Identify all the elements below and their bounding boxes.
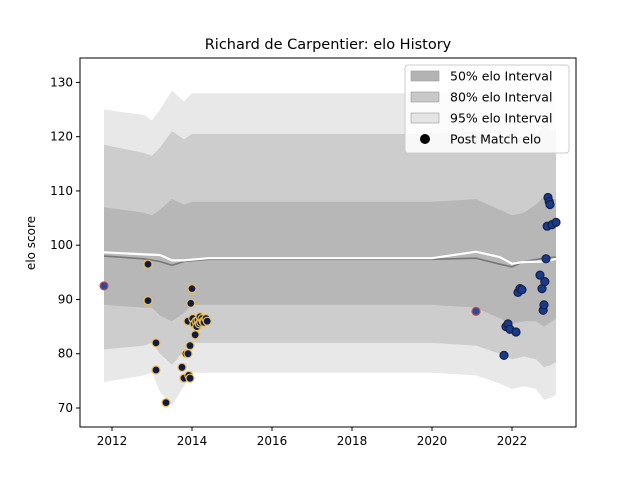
legend-label: Post Match elo	[450, 132, 541, 147]
y-tick-label: 110	[50, 184, 73, 198]
chart-title: Richard de Carpentier: elo History	[205, 37, 452, 53]
axes-frame	[79, 57, 577, 428]
post-match-elo-point	[190, 330, 200, 340]
x-tick-label: 2022	[497, 434, 528, 448]
post-match-elo-point	[183, 349, 193, 359]
y-tick-label: 120	[50, 130, 73, 144]
post-match-elo-point	[161, 398, 171, 408]
post-match-elo-point	[143, 259, 153, 269]
x-tick-label: 2016	[257, 434, 288, 448]
legend-swatch	[410, 91, 440, 103]
post-match-elo-point	[186, 298, 196, 308]
post-match-elo-point	[539, 300, 549, 310]
y-axis: 70 80 90 100 110 120 130	[50, 75, 80, 415]
legend-label: 50% elo Interval	[450, 69, 552, 84]
post-match-elo-point	[499, 350, 509, 360]
y-tick-label: 90	[58, 292, 73, 306]
x-tick-label: 2020	[417, 434, 448, 448]
y-axis-label: elo score	[24, 216, 38, 270]
x-tick-label: 2014	[177, 434, 208, 448]
legend: 50% elo Interval 80% elo Interval 95% elo …	[404, 64, 570, 154]
x-axis: 2012 2014 2016 2018 2020 2022	[97, 427, 528, 448]
post-match-elo-point	[99, 281, 109, 291]
post-match-elo-point	[541, 254, 551, 264]
x-tick-label: 2012	[97, 434, 128, 448]
post-match-elo-point	[143, 296, 153, 306]
post-match-elo-point	[177, 362, 187, 372]
post-match-elo-point	[535, 270, 545, 280]
plot-area	[99, 87, 561, 408]
y-tick-label: 100	[50, 238, 73, 252]
legend-marker	[420, 134, 430, 144]
y-tick-label: 80	[58, 347, 73, 361]
post-match-elo-point	[551, 217, 561, 227]
legend-label: 80% elo Interval	[450, 90, 552, 105]
legend-swatch	[410, 70, 440, 82]
post-match-elo-point	[187, 284, 197, 294]
post-match-elo-point	[185, 373, 195, 383]
post-match-elo-point	[540, 277, 550, 287]
post-match-elo-point	[511, 327, 521, 337]
y-tick-label: 70	[58, 401, 73, 415]
elo-median-line	[103, 250, 557, 265]
legend-swatch	[410, 112, 440, 124]
post-match-elo-point	[545, 199, 555, 210]
legend-box	[404, 64, 570, 154]
x-tick-label: 2018	[337, 434, 368, 448]
band-50-interval	[104, 196, 556, 327]
post-match-elo-point	[151, 365, 161, 375]
y-tick-label: 130	[50, 75, 73, 89]
post-match-elo-point	[151, 338, 161, 348]
legend-label: 95% elo Interval	[450, 111, 552, 126]
post-match-elo-point	[202, 316, 212, 326]
post-match-elo-point	[471, 306, 481, 316]
post-match-elo-point	[517, 285, 527, 295]
post-match-elo-point	[185, 341, 195, 351]
